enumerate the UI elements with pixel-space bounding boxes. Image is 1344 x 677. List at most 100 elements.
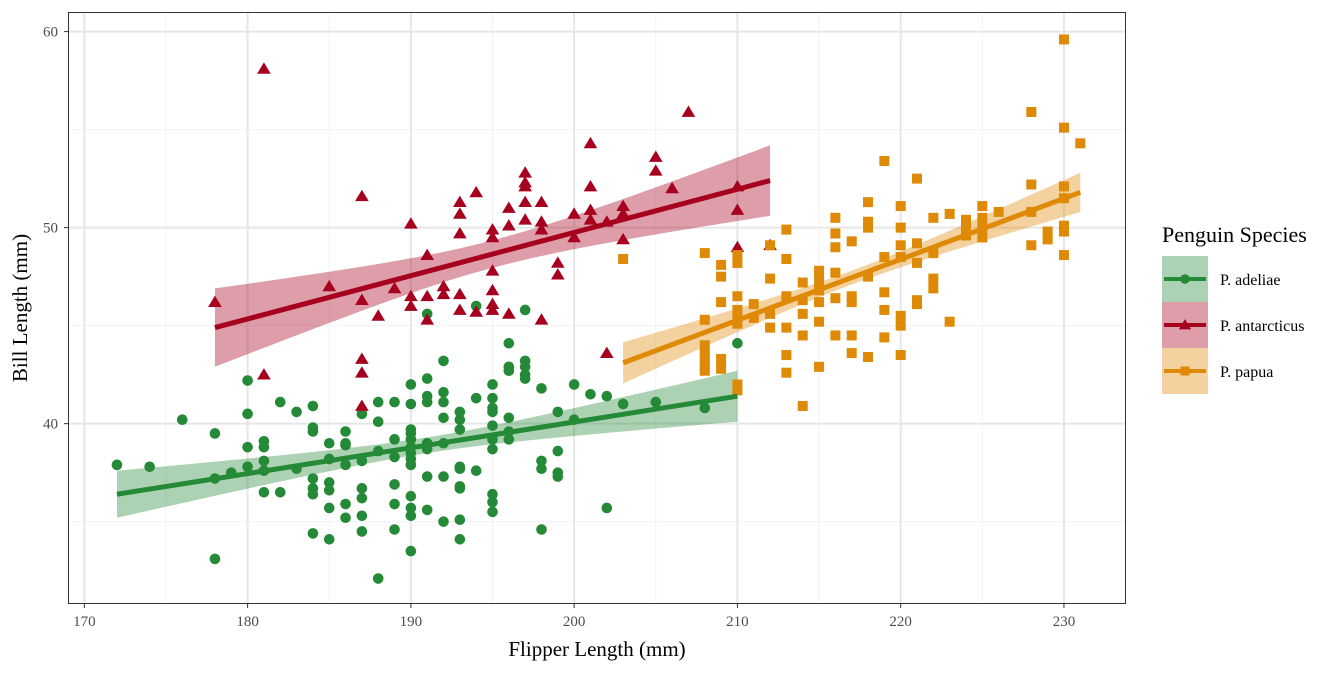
data-point [405,490,417,502]
data-point [340,439,351,451]
data-point [1058,250,1069,261]
data-point [601,390,613,402]
data-point [518,166,532,178]
data-point [583,179,598,192]
data-point [550,256,565,268]
data-point [405,502,417,514]
data-point [895,201,906,212]
data-point [438,386,449,398]
data-point [830,293,841,304]
data-point [503,337,515,349]
data-point [567,207,581,219]
data-point [258,441,270,453]
data-point [732,379,743,390]
data-point [420,289,435,302]
x-tick-label: 190 [400,614,423,630]
data-point [405,379,417,390]
data-point [487,506,498,518]
data-point [895,350,906,361]
data-point [814,316,825,327]
data-point [534,313,549,325]
y-tick-label: 60 [43,25,58,41]
data-point [518,213,532,225]
data-point [1026,106,1037,117]
data-point [699,340,710,351]
data-point [895,320,906,331]
data-point [176,414,188,426]
data-point [421,373,433,384]
data-point [748,299,759,310]
data-point [405,459,417,471]
data-point [616,232,630,245]
data-point [552,445,564,457]
data-point [322,279,337,292]
data-point [977,212,988,223]
data-point [552,471,564,482]
data-point [863,271,874,282]
data-point [257,62,271,74]
data-point [879,304,890,315]
data-point [912,299,923,310]
data-point [928,212,939,223]
data-point [307,473,319,484]
data-point [583,136,598,149]
data-point [977,232,988,243]
data-point [681,105,696,117]
data-point [1042,226,1053,237]
data-point [405,510,417,522]
data-point [453,287,467,300]
data-point [372,416,384,427]
data-point [699,348,710,359]
data-point [830,212,841,223]
data-point [421,504,433,516]
data-point [307,400,319,412]
data-point [519,304,531,316]
data-point [1058,122,1069,133]
data-point [356,483,368,494]
data-point [485,303,500,315]
data-point [405,398,417,410]
data-point [258,455,270,467]
x-axis-ticks: 170 180 190 200 210 220 230 [73,604,1075,630]
data-point [519,361,531,373]
data-point [601,502,613,514]
data-point [534,215,549,227]
data-point [1026,179,1037,190]
data-point [830,330,841,341]
data-point [552,406,564,418]
y-tick-label: 50 [43,221,58,237]
data-point [699,353,710,364]
data-point [436,287,451,300]
data-point [716,271,727,282]
data-point [977,201,988,212]
data-point [863,197,874,208]
x-tick-label: 230 [1053,614,1076,630]
data-point [797,330,808,341]
data-point [1075,138,1086,149]
data-point [534,223,549,235]
legend-title: Penguin Species [1162,222,1307,247]
data-point [502,307,516,319]
data-point [436,279,451,292]
data-point [550,268,565,280]
data-point [944,208,955,219]
data-point [389,396,400,408]
data-point [404,299,418,311]
data-point [291,406,302,418]
data-point [209,428,221,439]
data-point [1058,181,1069,192]
data-point [323,485,335,496]
data-point [356,492,368,504]
data-point [470,392,482,404]
data-point [618,253,629,264]
data-point [814,361,825,372]
data-point [765,322,776,333]
data-point [781,322,792,333]
data-point [616,199,630,211]
data-point [307,426,319,437]
data-point [830,267,841,278]
data-point [536,383,547,394]
data-point [648,150,663,162]
data-point [438,355,449,367]
data-point [797,401,808,412]
